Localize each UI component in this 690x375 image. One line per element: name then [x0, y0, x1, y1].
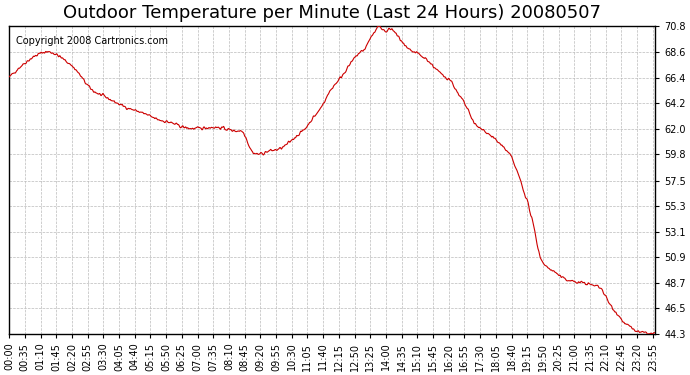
Text: Copyright 2008 Cartronics.com: Copyright 2008 Cartronics.com [16, 36, 168, 46]
Title: Outdoor Temperature per Minute (Last 24 Hours) 20080507: Outdoor Temperature per Minute (Last 24 … [63, 4, 601, 22]
